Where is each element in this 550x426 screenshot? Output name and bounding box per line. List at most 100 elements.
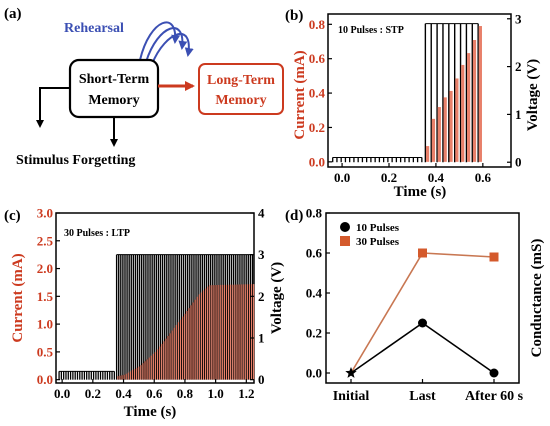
y-tick-label-right: 2 — [515, 59, 522, 74]
plot-d-frame — [325, 212, 520, 384]
y-tick-label-left: 0.5 — [37, 344, 54, 359]
legend-label-10-pulses: 10 Pulses — [356, 222, 400, 234]
current-bar — [455, 78, 459, 162]
x-tick-label: 0.8 — [177, 386, 194, 401]
short-term-memory-box — [68, 58, 160, 119]
panel-d-chart: (d) 0.0 0.2 0.4 0.6 0.8 Initial Last After 60 s… — [285, 206, 545, 405]
current-bar — [152, 353, 154, 380]
y-tick-label-left: 1.0 — [37, 317, 53, 332]
x-tick-label: 0.6 — [146, 386, 163, 401]
y-tick-label-left: 0.6 — [309, 51, 326, 66]
panel-label-a: (a) — [4, 6, 22, 22]
ticks-d: 0.0 0.2 0.4 0.6 0.8 Initial Last After 60 s — [306, 206, 524, 405]
current-bar — [140, 365, 142, 380]
current-bar — [230, 284, 232, 380]
panel-label-d: (d) — [285, 208, 303, 224]
legend-marker-30-pulses — [340, 236, 350, 246]
stimulus-forgetting-label: Stimulus Forgetting — [16, 153, 135, 168]
current-bar — [123, 374, 125, 380]
current-bar — [242, 284, 244, 380]
current-bar — [207, 286, 209, 380]
rehearsal-arrow-1 — [139, 21, 181, 61]
x-tick-label: 1.0 — [208, 386, 224, 401]
x-tick-label: Initial — [333, 389, 370, 404]
y-tick-label-right: 2 — [258, 289, 265, 304]
y-tick-label-left: 0.4 — [309, 86, 326, 101]
stm-line-1: Short-Term — [79, 72, 150, 87]
current-bar — [127, 372, 129, 380]
current-bar — [133, 368, 136, 380]
current-bar — [204, 288, 207, 380]
forgetting-arrow-left — [36, 87, 70, 128]
current-bar — [449, 90, 453, 162]
plot-b-frame — [327, 13, 512, 168]
long-term-memory-box — [198, 63, 284, 115]
x-tick-label: After 60 s — [465, 389, 524, 404]
y-tick-label-left: 2.0 — [37, 261, 53, 276]
current-bar — [227, 284, 230, 380]
x-tick-label: 0.0 — [334, 170, 350, 185]
current-bar — [437, 107, 441, 162]
x-tick-label: Last — [409, 389, 436, 404]
y-tick-label-right: 1 — [515, 107, 522, 122]
current-bar — [177, 322, 180, 380]
current-bar — [253, 284, 255, 380]
series-line-30-pulses — [350, 252, 424, 374]
current-bar — [192, 302, 194, 380]
current-bar — [169, 333, 171, 380]
point-initial-star — [345, 367, 357, 378]
current-bar — [125, 373, 127, 380]
ticks-b: 0.0 0.2 0.4 0.6 0.0 0.2 0.4 0.6 0.8 0 1 2 3 — [309, 11, 522, 185]
legend-marker-10-pulses — [340, 222, 350, 232]
y-tick-label-left: 2.5 — [37, 233, 54, 248]
y-tick-label-right: 0 — [258, 372, 265, 387]
chart-c-ylabel-right: Voltage (V) — [269, 262, 285, 334]
current-bar — [136, 367, 138, 380]
series-points-d — [345, 248, 499, 378]
current-bar — [425, 146, 430, 162]
current-bar — [221, 284, 223, 380]
ltm-line-1: Long-Term — [207, 73, 275, 88]
current-bar — [129, 371, 131, 380]
panel-label-b: (b) — [285, 8, 303, 24]
point-10-pulses — [489, 368, 499, 378]
current-bar — [186, 310, 188, 380]
voltage-pulses-c — [58, 254, 254, 380]
current-bar — [142, 363, 144, 380]
current-bar — [200, 292, 203, 380]
point-30-pulses — [489, 252, 499, 262]
rehearsal-arrows — [139, 21, 194, 65]
current-bar — [472, 40, 477, 162]
x-tick-label: 0.2 — [381, 170, 397, 185]
current-bar — [225, 284, 228, 380]
current-bar — [175, 324, 177, 380]
y-tick-label-left: 0.8 — [309, 17, 326, 32]
panel-b-chart: (b) 0.0 0.2 0.4 0.6 0.0 0.2 0.4 0.6 0.8 0 1 2 3 10 P… — [285, 8, 541, 200]
y-tick-label: 0.0 — [306, 366, 322, 381]
current-bar — [179, 319, 182, 380]
current-bars-c — [117, 284, 255, 380]
x-tick-label: 0.6 — [475, 170, 492, 185]
legend-label-30-pulses: 30 Pulses — [356, 236, 400, 248]
x-tick-label: 0.4 — [428, 170, 445, 185]
current-bar — [202, 290, 205, 380]
y-tick-label: 0.6 — [306, 246, 323, 261]
current-bar — [250, 284, 253, 380]
current-bar — [173, 327, 175, 380]
current-bar — [161, 343, 163, 380]
current-bar — [194, 299, 196, 380]
stm-line-2: Memory — [88, 93, 139, 108]
current-bar — [148, 357, 150, 380]
current-bar — [131, 370, 134, 380]
chart-b-title: 10 Pulses : STP — [338, 25, 404, 36]
current-bar — [238, 284, 240, 380]
chart-d-ylabel: Conductance (mS) — [529, 239, 545, 358]
rehearsal-arrow-3 — [151, 33, 194, 65]
chart-c-title: 30 Pulses : LTP — [64, 228, 130, 239]
point-30-pulses — [418, 248, 427, 258]
panel-a-diagram: (a) Rehearsal Short-Term Memory Long-Ter… — [4, 6, 284, 168]
current-bar — [196, 296, 198, 380]
chart-b-ylabel-left: Current (mA) — [292, 50, 308, 139]
current-bar — [159, 346, 161, 380]
